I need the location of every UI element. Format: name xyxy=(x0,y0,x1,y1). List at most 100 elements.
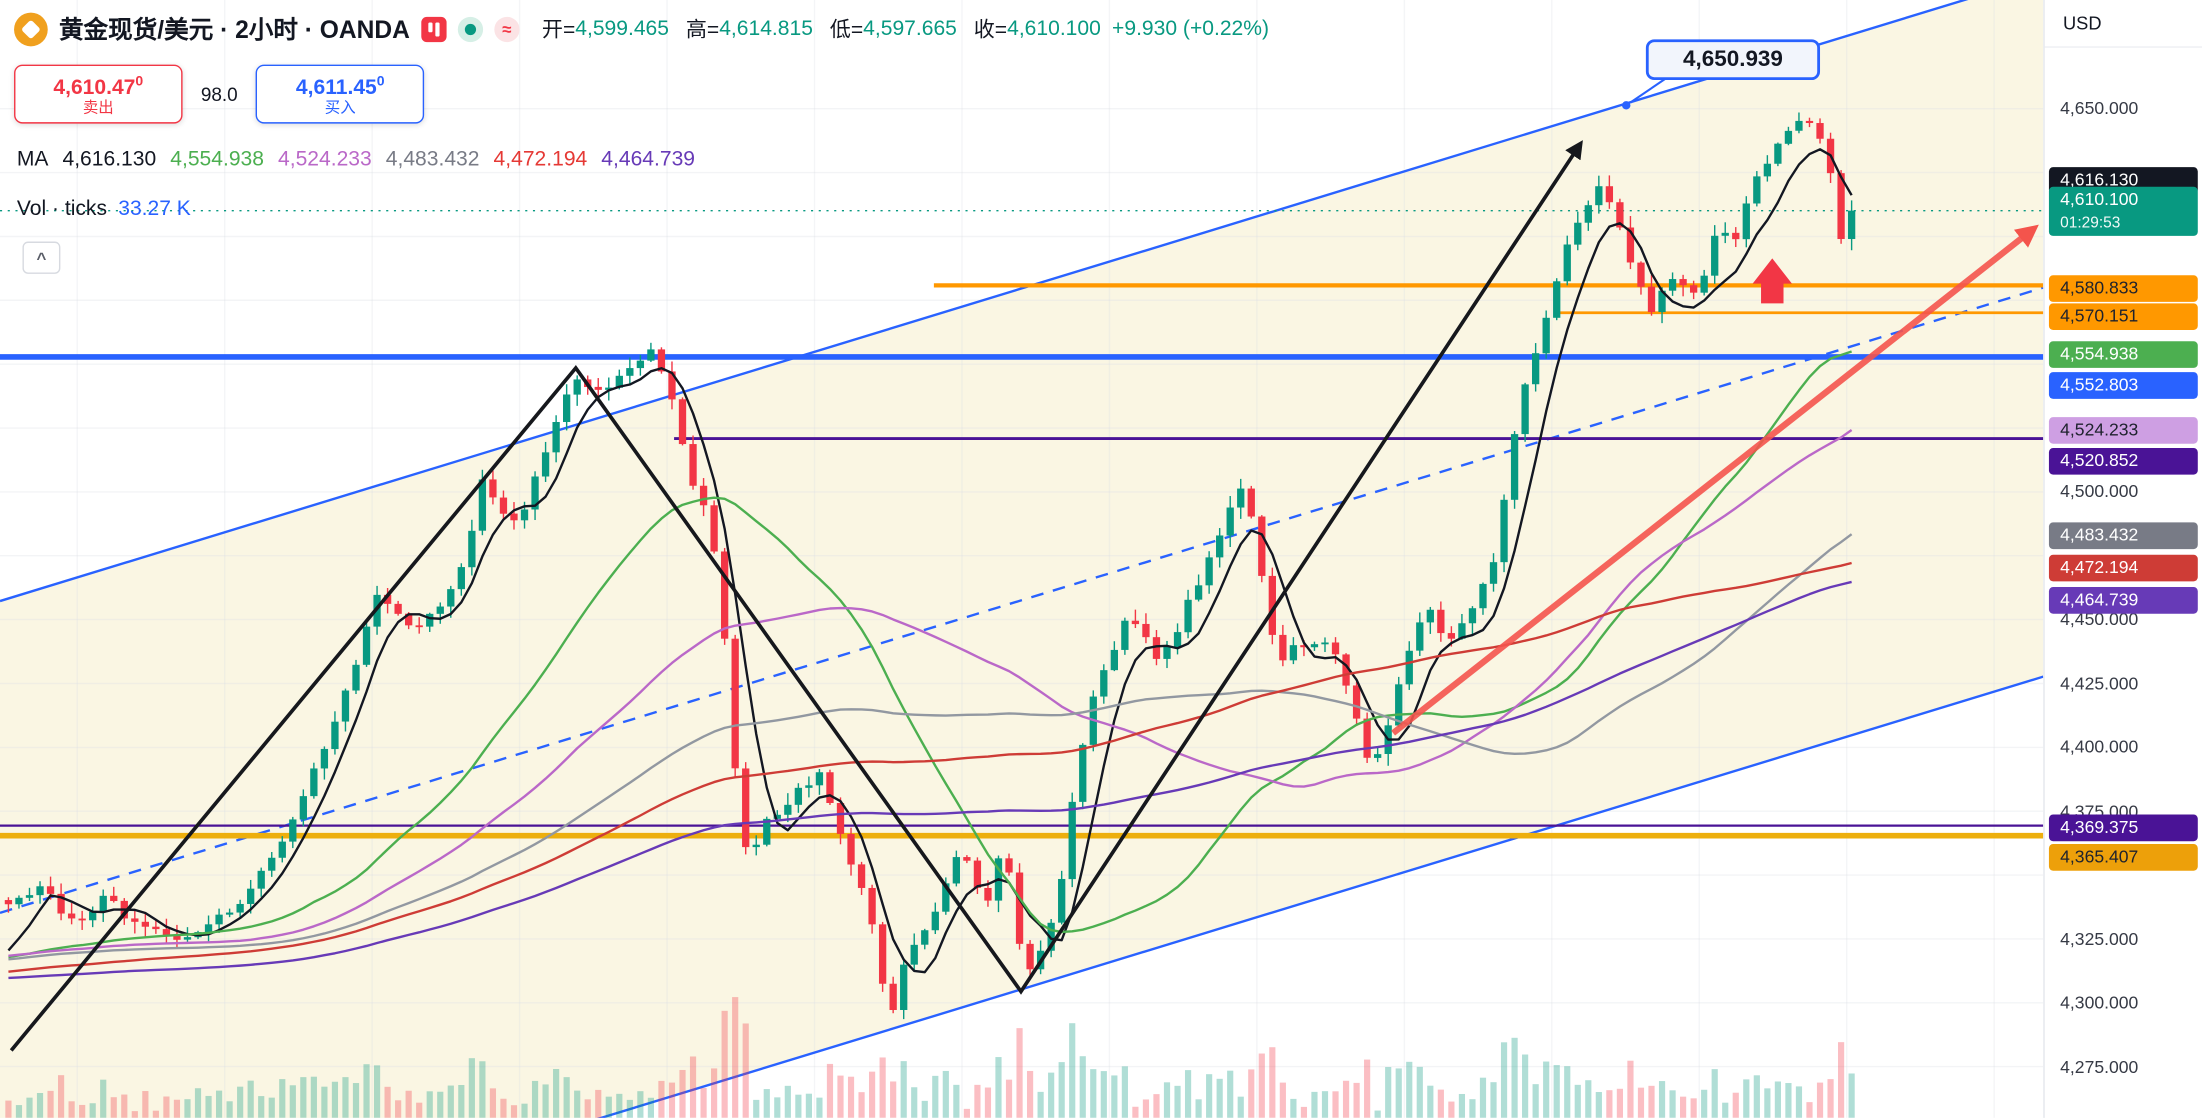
axis-price-badge: 4,483.432 xyxy=(2048,521,2198,549)
volume-bar xyxy=(416,1102,423,1118)
candle-body xyxy=(615,375,623,388)
volume-bar xyxy=(437,1091,444,1118)
candle-body xyxy=(805,785,813,788)
volume-bars xyxy=(5,997,1855,1118)
up-arrow-marker[interactable] xyxy=(1752,258,1792,304)
volume-bar xyxy=(1753,1075,1760,1118)
price-callout[interactable]: 4,650.939 xyxy=(1645,39,1821,81)
volume-bar xyxy=(1690,1098,1697,1118)
channel-mid-line[interactable] xyxy=(0,286,2044,914)
volume-indicator-row[interactable]: Vol · ticks 33.27 K xyxy=(17,197,191,221)
ma-value: 4,524.233 xyxy=(278,147,372,172)
volume-bar xyxy=(47,1090,54,1118)
volume-bar xyxy=(1374,1110,1381,1118)
volume-bar xyxy=(1258,1053,1265,1118)
volume-bar xyxy=(142,1091,149,1118)
volume-bar xyxy=(984,1087,992,1118)
candle-body xyxy=(447,589,455,607)
candle-body xyxy=(215,914,223,925)
candle-body xyxy=(1437,609,1445,634)
candle-body xyxy=(1395,684,1403,726)
volume-bar xyxy=(1174,1085,1181,1118)
volume-bar xyxy=(774,1097,781,1118)
candle-body xyxy=(426,613,434,627)
candle-body xyxy=(162,929,171,936)
volume-bar xyxy=(1479,1077,1487,1118)
volume-bar xyxy=(342,1077,349,1118)
ma-value: 4,554.938 xyxy=(170,147,264,172)
momentum-arrow[interactable] xyxy=(1391,224,2039,736)
sell-button[interactable]: 4,610.470 卖出 xyxy=(14,64,183,124)
buy-price-main: 4,611.45 xyxy=(295,75,377,100)
ma-line xyxy=(8,580,1852,980)
candle-body xyxy=(310,768,318,797)
volume-bar xyxy=(1248,1069,1255,1118)
candle-body xyxy=(1289,645,1298,661)
volume-bar xyxy=(531,1080,539,1118)
volume-bar xyxy=(637,1091,644,1118)
candle-body xyxy=(46,886,55,894)
callout-anchor-dot xyxy=(1622,101,1631,110)
candle-body xyxy=(1658,290,1666,313)
volume-bar xyxy=(1016,1028,1023,1118)
volume-bar xyxy=(321,1086,328,1118)
axis-price-label: 4,500.000 xyxy=(2060,482,2139,502)
close-value: 4,610.100 xyxy=(1007,16,1101,41)
candlestick-flag-icon[interactable] xyxy=(421,16,447,42)
candle-body xyxy=(225,912,234,915)
volume-bar xyxy=(890,1081,897,1118)
candle-body xyxy=(1637,262,1645,287)
candle-body xyxy=(468,530,476,568)
candle-body xyxy=(552,422,560,453)
axis-price-badge: 4,552.803 xyxy=(2048,371,2198,399)
candle-body xyxy=(499,497,508,514)
candle-body xyxy=(320,748,329,769)
ma-label: MA xyxy=(16,147,49,172)
volume-bar xyxy=(1121,1066,1128,1118)
volume-bar xyxy=(1511,1037,1518,1118)
candle-body xyxy=(1447,633,1456,639)
price-axis[interactable]: USD 4,650.000 4,500.000 4,450.000 4,425.000… xyxy=(2043,0,2202,1118)
chart-canvas[interactable]: 黄金现货/美元 · 2小时 · OANDA ≈ 开= 4,599.465 高= 4,… xyxy=(0,0,2044,1118)
volume-bar xyxy=(689,1056,697,1118)
trend-zigzag-arrow[interactable] xyxy=(9,140,1583,1052)
volume-bar xyxy=(805,1093,812,1118)
sell-price-sup: 0 xyxy=(135,74,144,90)
candle-body xyxy=(699,485,708,506)
volume-bar xyxy=(679,1069,686,1118)
candle-body xyxy=(1468,608,1477,624)
volume-bar xyxy=(974,1084,981,1118)
volume-bar xyxy=(226,1101,233,1118)
candle-body xyxy=(1574,222,1582,245)
approx-data-icon[interactable]: ≈ xyxy=(494,16,520,42)
currency-selector[interactable]: USD xyxy=(2044,0,2202,48)
candle-body xyxy=(657,349,666,372)
candle-body xyxy=(1268,575,1276,635)
price-chart[interactable] xyxy=(0,0,2044,1118)
candle-body xyxy=(152,926,160,930)
candle-body xyxy=(1374,754,1382,758)
candle-body xyxy=(1510,434,1519,500)
candle-body xyxy=(1300,645,1308,648)
change-value: +9.930 (+0.22%) xyxy=(1112,16,1269,41)
channel-top-line[interactable] xyxy=(0,0,2043,603)
candle-body xyxy=(1026,943,1034,970)
symbol-title[interactable]: 黄金现货/美元 · 2小时 · OANDA xyxy=(58,15,410,44)
candle-body xyxy=(1489,562,1498,584)
collapse-panel-button[interactable]: ^ xyxy=(22,241,61,274)
candle-body xyxy=(1700,275,1708,293)
volume-bar xyxy=(1564,1066,1571,1118)
logo-glyph xyxy=(20,18,41,39)
candle-body xyxy=(383,594,392,604)
candle-body xyxy=(973,860,982,888)
candle-body xyxy=(1605,186,1614,203)
market-open-status-icon[interactable] xyxy=(457,16,483,42)
axis-price-badge: 4,472.194 xyxy=(2048,554,2198,581)
axis-price-label: 4,650.000 xyxy=(2060,98,2139,119)
ma-indicator-row[interactable]: MA 4,616.130 4,554.938 4,524.233 4,483.432 4,… xyxy=(17,147,695,171)
buy-button[interactable]: 4,611.450 买入 xyxy=(255,64,425,124)
vol-label: Vol · ticks xyxy=(16,196,107,221)
badge-price: 4,520.852 xyxy=(2060,450,2139,470)
volume-bar xyxy=(215,1090,223,1118)
candle-body xyxy=(1205,557,1213,586)
